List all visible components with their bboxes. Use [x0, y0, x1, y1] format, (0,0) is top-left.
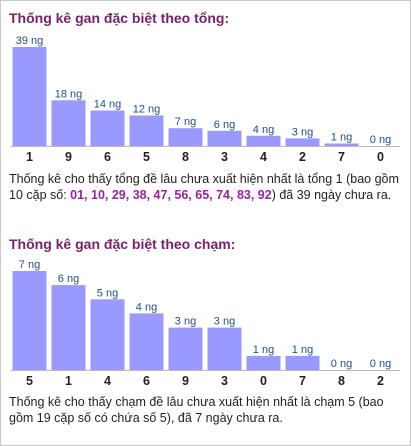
sum-category-label: 9: [65, 150, 72, 164]
touch-section-title: Thống kê gan đặc biệt theo chạm:: [9, 236, 236, 252]
touch-value-label: 1 ng: [292, 344, 313, 356]
sum-bar-2: [285, 138, 320, 146]
touch-value-label: 7 ng: [19, 259, 40, 271]
sum-bar-8: [168, 128, 203, 146]
touch-value-label: 6 ng: [58, 273, 79, 285]
sum-category-label: 3: [221, 150, 228, 164]
sum-bar-chart: 39 ng 1 18 ng 9 14 ng 6 12 ng 5 7 ng 8 6 ng 3 4 ng 4 3…: [10, 35, 400, 164]
touch-bar-6: [129, 313, 164, 370]
touch-bar-1: [51, 285, 86, 370]
touch-value-label: 0 ng: [331, 358, 352, 370]
sum-category-label: 5: [143, 150, 150, 164]
touch-bar-3: [207, 327, 242, 370]
sum-desc-suffix: ) đã 39 ngày chưa ra.: [271, 188, 392, 202]
touch-value-label: 1 ng: [253, 344, 274, 356]
sum-value-label: 12 ng: [133, 104, 161, 116]
touch-value-label: 4 ng: [136, 301, 157, 313]
touch-bar-9: [168, 327, 203, 370]
touch-description: Thống kê cho thấy chạm đề lâu chưa xuất …: [9, 395, 384, 425]
sum-value-label: 14 ng: [94, 99, 122, 111]
touch-category-label: 0: [260, 374, 267, 388]
touch-category-label: 5: [26, 374, 33, 388]
sum-category-label: 6: [104, 150, 111, 164]
sum-value-label: 7 ng: [175, 116, 196, 128]
sum-value-label: 6 ng: [214, 119, 235, 131]
touch-category-label: 7: [299, 374, 306, 388]
sum-category-label: 2: [299, 150, 306, 164]
sum-bar-3: [207, 130, 242, 146]
sum-category-label: 8: [182, 150, 189, 164]
touch-value-label: 3 ng: [214, 316, 235, 328]
touch-category-label: 1: [65, 374, 72, 388]
touch-category-label: 6: [143, 374, 150, 388]
sum-description: Thống kê cho thấy tổng đề lâu chưa xuất …: [9, 171, 404, 203]
sum-bar-4: [246, 135, 281, 146]
touch-category-label: 4: [104, 374, 111, 388]
touch-bar-5: [12, 271, 47, 370]
sum-bar-5: [129, 115, 164, 146]
touch-bar-0: [246, 355, 281, 370]
sum-bar-9: [51, 100, 86, 146]
touch-category-label: 2: [377, 374, 384, 388]
sum-bar-7: [324, 143, 359, 146]
touch-category-label: 9: [182, 374, 189, 388]
sum-value-label: 1 ng: [331, 132, 352, 144]
sum-value-label: 0 ng: [370, 134, 391, 146]
sum-category-label: 4: [260, 150, 267, 164]
sum-value-label: 39 ng: [16, 35, 44, 47]
sum-category-label: 7: [338, 150, 345, 164]
touch-bar-4: [90, 299, 125, 370]
sum-value-label: 18 ng: [55, 88, 83, 100]
sum-section-title: Thống kê gan đặc biệt theo tổng:: [9, 10, 230, 26]
sum-value-label: 4 ng: [253, 124, 274, 136]
touch-category-label: 3: [221, 374, 228, 388]
touch-bar-7: [285, 355, 320, 370]
touch-bar-chart: 7 ng 5 6 ng 1 5 ng 4 4 ng 6 3 ng 9 3 ng 3 1 ng 0 1 ng 7…: [10, 259, 400, 388]
sum-desc-prefix: Thống kê cho thấy tổng đề lâu chưa xuất …: [9, 172, 399, 202]
sum-category-label: 1: [26, 150, 33, 164]
touch-value-label: 5 ng: [97, 287, 118, 299]
sum-value-label: 3 ng: [292, 126, 313, 138]
touch-value-label: 3 ng: [175, 316, 196, 328]
touch-category-label: 8: [338, 374, 345, 388]
sum-bar-6: [90, 110, 125, 146]
sum-desc-numbers: 01, 10, 29, 38, 47, 56, 65, 74, 83, 92: [70, 188, 272, 202]
sum-category-label: 0: [377, 150, 384, 164]
sum-bar-1: [12, 47, 47, 146]
touch-value-label: 0 ng: [370, 358, 391, 370]
